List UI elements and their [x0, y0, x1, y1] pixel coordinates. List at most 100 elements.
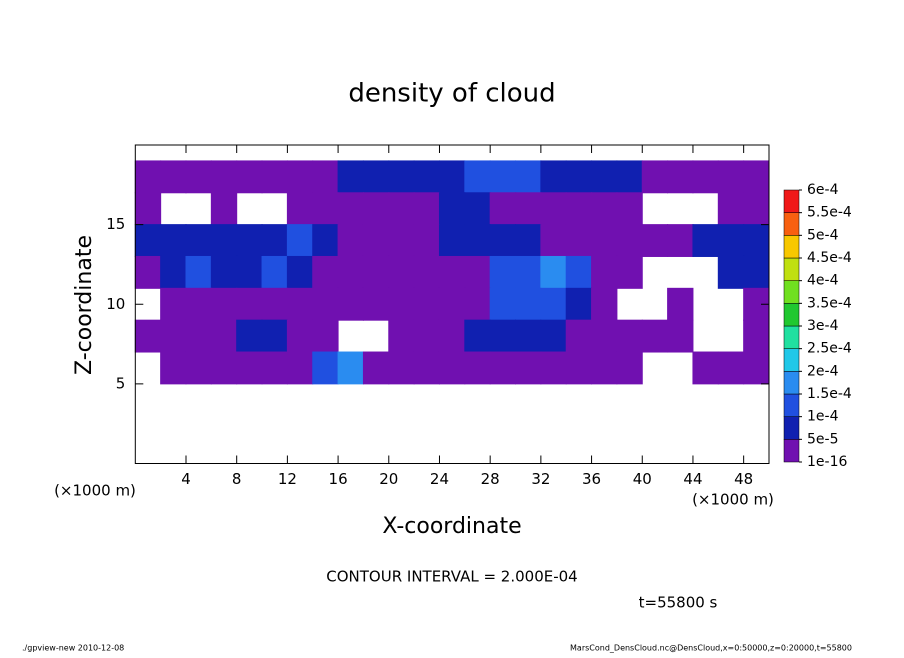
cell	[515, 351, 542, 385]
cell	[160, 319, 187, 353]
cell	[438, 224, 466, 257]
cell	[743, 160, 770, 194]
cell	[312, 192, 339, 226]
cell	[540, 192, 567, 226]
cell	[616, 319, 643, 353]
x-tick-label: 32	[531, 470, 550, 488]
cell	[337, 287, 364, 321]
cell	[515, 160, 542, 194]
cell	[236, 160, 263, 194]
y-tick-label: 15	[106, 215, 125, 233]
cell	[362, 351, 390, 385]
cell	[337, 160, 364, 194]
cell	[540, 319, 567, 353]
field	[134, 160, 770, 385]
colorbar-swatch	[783, 212, 800, 236]
cell	[134, 192, 162, 226]
cell	[337, 224, 364, 257]
cell	[616, 255, 643, 289]
cell	[717, 351, 745, 385]
cell	[286, 287, 314, 321]
cell	[438, 160, 466, 194]
cell	[261, 351, 288, 385]
colorbar-swatch	[783, 416, 800, 440]
cell	[261, 255, 288, 289]
x-unit: (×1000 m)	[54, 482, 136, 500]
cell	[438, 287, 466, 321]
cell	[616, 160, 643, 194]
x-tick-label: 8	[232, 470, 242, 488]
colorbar-label: 6e-4	[807, 182, 839, 198]
cell	[641, 160, 669, 194]
cell	[312, 160, 339, 194]
cell	[210, 224, 238, 257]
cell	[388, 319, 415, 353]
cell	[236, 319, 263, 353]
colorbar-swatch	[783, 303, 800, 327]
cell	[388, 351, 415, 385]
cell	[489, 287, 517, 321]
cell	[185, 319, 212, 353]
cell	[210, 192, 238, 226]
cell	[286, 192, 314, 226]
cell	[312, 319, 339, 353]
colorbar-swatch	[783, 280, 800, 304]
cell	[438, 255, 466, 289]
cell	[236, 287, 263, 321]
cell	[464, 224, 491, 257]
cell	[717, 192, 745, 226]
cell	[591, 287, 618, 321]
cell	[438, 351, 466, 385]
colorbar-swatch	[783, 439, 800, 463]
cell	[591, 319, 618, 353]
x-unit: (×1000 m)	[692, 491, 774, 509]
cell	[312, 255, 339, 289]
cell	[312, 224, 339, 257]
cell	[210, 160, 238, 194]
colorbar-label: 2.5e-4	[807, 341, 852, 357]
cell	[540, 160, 567, 194]
cell	[540, 255, 567, 289]
x-tick-label: 12	[278, 470, 297, 488]
cell	[185, 287, 212, 321]
cell	[667, 160, 694, 194]
x-tick-label: 40	[633, 470, 652, 488]
cell	[286, 255, 314, 289]
cell	[337, 192, 364, 226]
cell	[362, 224, 390, 257]
cell	[667, 319, 694, 353]
cell	[616, 192, 643, 226]
footer-right: MarsCond_DensCloud.nc@DensCloud,x=0:5000…	[570, 644, 852, 653]
cell	[413, 224, 440, 257]
cell	[413, 319, 440, 353]
cell	[464, 192, 491, 226]
colorbar-label: 5e-5	[807, 431, 838, 447]
cell	[489, 351, 517, 385]
x-tick-label: 44	[683, 470, 702, 488]
colorbar-label: 4e-4	[807, 273, 839, 289]
x-tick-label: 28	[481, 470, 500, 488]
x-tick-label: 16	[329, 470, 348, 488]
cell	[185, 160, 212, 194]
x-tick-label: 20	[379, 470, 398, 488]
cell	[464, 351, 491, 385]
cell	[717, 160, 745, 194]
cell	[413, 255, 440, 289]
cell	[565, 319, 593, 353]
cell	[591, 351, 618, 385]
cell	[489, 319, 517, 353]
cell	[743, 255, 770, 289]
cell	[489, 255, 517, 289]
cell	[210, 351, 238, 385]
cell	[540, 287, 567, 321]
colorbar-label: 1.5e-4	[807, 386, 852, 402]
x-axis-label: X-coordinate	[382, 514, 521, 539]
cell	[362, 255, 390, 289]
cell	[565, 351, 593, 385]
cell	[261, 160, 288, 194]
footer-left: ./gpview-new 2010-12-08	[22, 644, 124, 653]
colorbar-label: 3.5e-4	[807, 295, 852, 311]
y-tick-label: 5	[116, 374, 126, 392]
cell	[540, 224, 567, 257]
colorbar-swatch	[783, 189, 800, 213]
